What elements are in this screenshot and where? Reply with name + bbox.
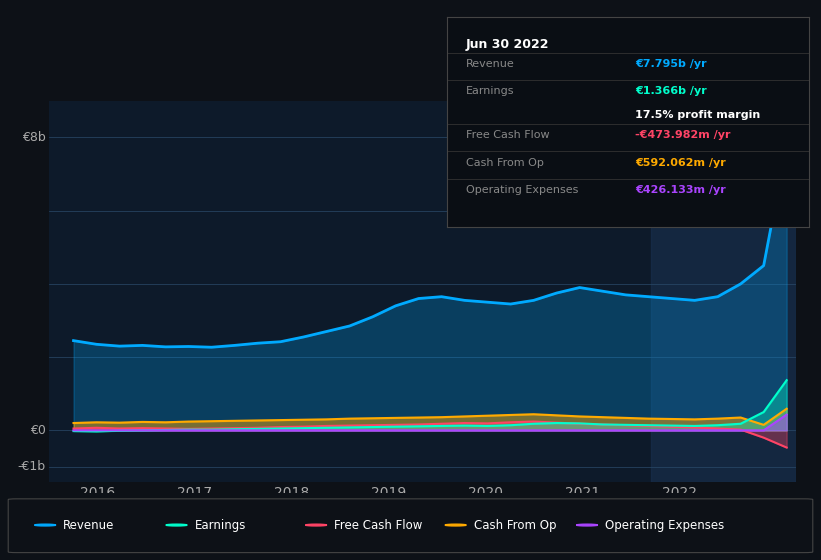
Text: €0: €0 [30,424,45,437]
Text: Operating Expenses: Operating Expenses [605,519,724,531]
Text: Earnings: Earnings [195,519,246,531]
Text: Earnings: Earnings [466,86,514,96]
Text: €7.795b /yr: €7.795b /yr [635,59,707,69]
Text: Cash From Op: Cash From Op [466,157,544,167]
Text: Free Cash Flow: Free Cash Flow [334,519,423,531]
Text: €8b: €8b [22,131,45,144]
Text: Revenue: Revenue [466,59,514,69]
Circle shape [166,524,187,526]
FancyBboxPatch shape [8,499,813,553]
Text: €426.133m /yr: €426.133m /yr [635,185,726,195]
Text: 17.5% profit margin: 17.5% profit margin [635,110,760,120]
Text: Cash From Op: Cash From Op [474,519,556,531]
Circle shape [445,524,466,526]
Text: €592.062m /yr: €592.062m /yr [635,157,726,167]
Circle shape [34,524,56,526]
Circle shape [576,524,598,526]
Text: Operating Expenses: Operating Expenses [466,185,578,195]
Text: -€473.982m /yr: -€473.982m /yr [635,130,731,140]
Text: -€1b: -€1b [17,460,45,473]
Text: €1.366b /yr: €1.366b /yr [635,86,707,96]
Text: Revenue: Revenue [63,519,115,531]
Text: Free Cash Flow: Free Cash Flow [466,130,549,140]
Bar [651,101,796,482]
Text: Jun 30 2022: Jun 30 2022 [466,38,549,51]
Circle shape [305,524,327,526]
